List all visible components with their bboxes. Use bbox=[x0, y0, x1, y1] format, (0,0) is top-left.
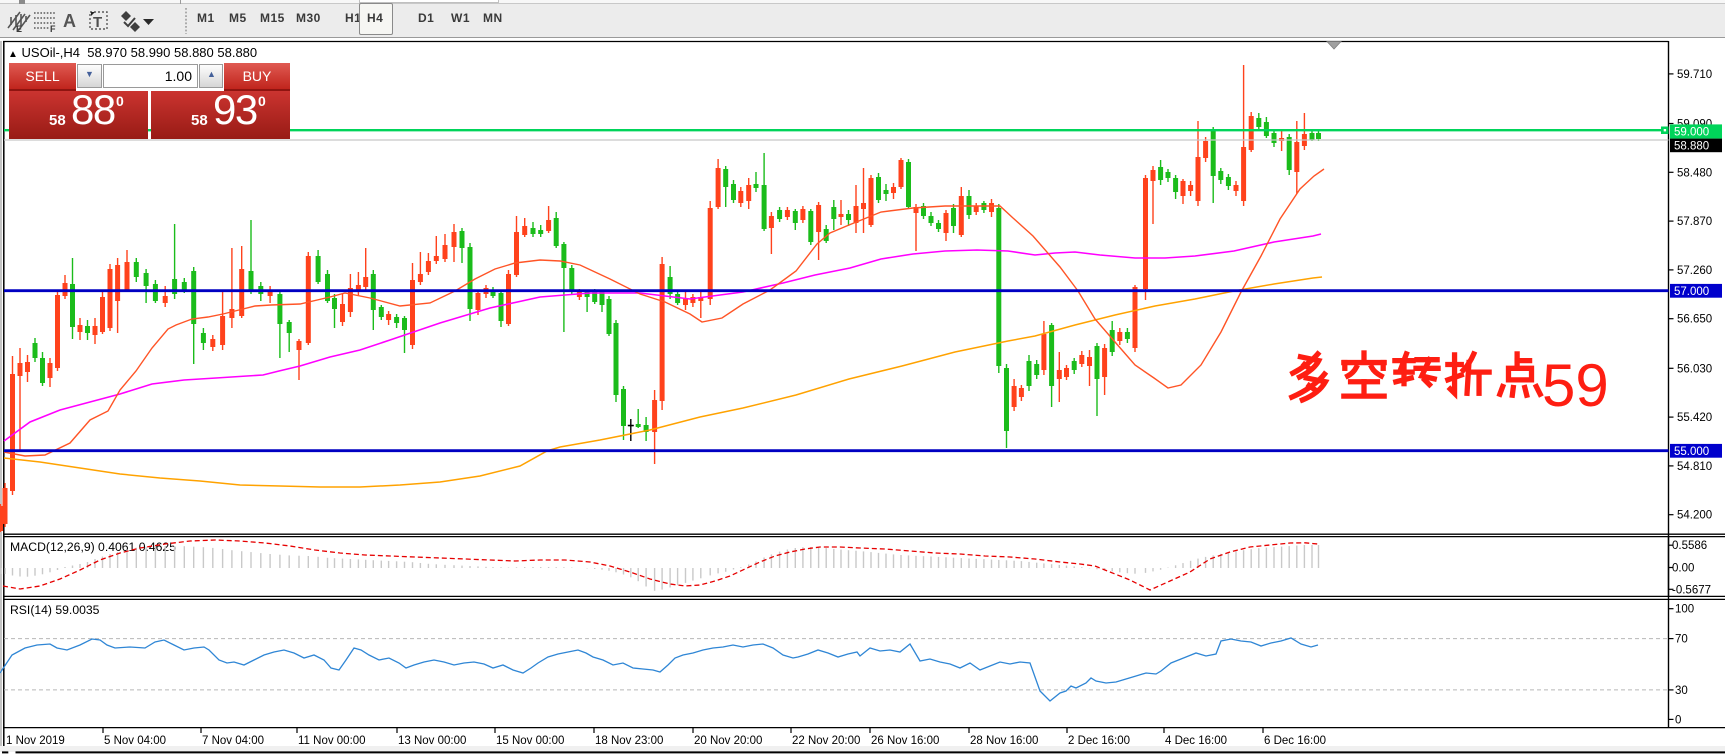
svg-text:55.420: 55.420 bbox=[1677, 412, 1712, 424]
svg-text:6 Dec 16:00: 6 Dec 16:00 bbox=[1264, 735, 1326, 747]
svg-text:5 Nov 04:00: 5 Nov 04:00 bbox=[104, 735, 166, 747]
svg-text:57.260: 57.260 bbox=[1677, 265, 1712, 277]
svg-text:59: 59 bbox=[1542, 352, 1609, 419]
svg-text:0.00: 0.00 bbox=[1672, 563, 1694, 575]
svg-text:E: E bbox=[16, 24, 22, 34]
svg-text:MACD(12,26,9) 0.4061 0.4625: MACD(12,26,9) 0.4061 0.4625 bbox=[10, 540, 176, 554]
svg-text:-0.5677: -0.5677 bbox=[1672, 584, 1711, 596]
svg-text:54.810: 54.810 bbox=[1677, 461, 1712, 473]
svg-text:30: 30 bbox=[1675, 685, 1688, 697]
svg-text:57.870: 57.870 bbox=[1677, 216, 1712, 228]
svg-text:15 Nov 00:00: 15 Nov 00:00 bbox=[496, 735, 564, 747]
svg-text:56.650: 56.650 bbox=[1677, 314, 1712, 326]
svg-text:56.030: 56.030 bbox=[1677, 363, 1712, 375]
svg-text:20 Nov 20:00: 20 Nov 20:00 bbox=[694, 735, 762, 747]
svg-text:0: 0 bbox=[1675, 714, 1681, 726]
svg-text:70: 70 bbox=[1675, 634, 1688, 646]
svg-text:100: 100 bbox=[1675, 604, 1694, 616]
svg-text:59.710: 59.710 bbox=[1677, 69, 1712, 81]
svg-text:58.480: 58.480 bbox=[1677, 167, 1712, 179]
svg-text:59.000: 59.000 bbox=[1674, 127, 1709, 139]
svg-text:54.200: 54.200 bbox=[1677, 510, 1712, 522]
svg-text:28 Nov 16:00: 28 Nov 16:00 bbox=[970, 735, 1038, 747]
svg-text:T: T bbox=[93, 14, 102, 31]
svg-text:2 Dec 16:00: 2 Dec 16:00 bbox=[1068, 735, 1130, 747]
svg-text:18 Nov 23:00: 18 Nov 23:00 bbox=[595, 735, 663, 747]
svg-text:26 Nov 16:00: 26 Nov 16:00 bbox=[871, 735, 939, 747]
svg-text:58.880: 58.880 bbox=[1674, 140, 1709, 152]
svg-text:13 Nov 00:00: 13 Nov 00:00 bbox=[398, 735, 466, 747]
svg-text:22 Nov 20:00: 22 Nov 20:00 bbox=[792, 735, 860, 747]
svg-text:F: F bbox=[50, 24, 56, 34]
svg-text:57.000: 57.000 bbox=[1674, 286, 1709, 298]
svg-text:11 Nov 00:00: 11 Nov 00:00 bbox=[298, 735, 366, 747]
svg-text:RSI(14) 59.0035: RSI(14) 59.0035 bbox=[10, 603, 100, 617]
svg-text:1 Nov 2019: 1 Nov 2019 bbox=[6, 735, 65, 747]
svg-text:55.000: 55.000 bbox=[1674, 446, 1709, 458]
svg-text:4 Dec 16:00: 4 Dec 16:00 bbox=[1165, 735, 1227, 747]
svg-text:7 Nov 04:00: 7 Nov 04:00 bbox=[202, 735, 264, 747]
svg-text:0.5586: 0.5586 bbox=[1672, 540, 1707, 552]
svg-text:A: A bbox=[63, 11, 76, 31]
